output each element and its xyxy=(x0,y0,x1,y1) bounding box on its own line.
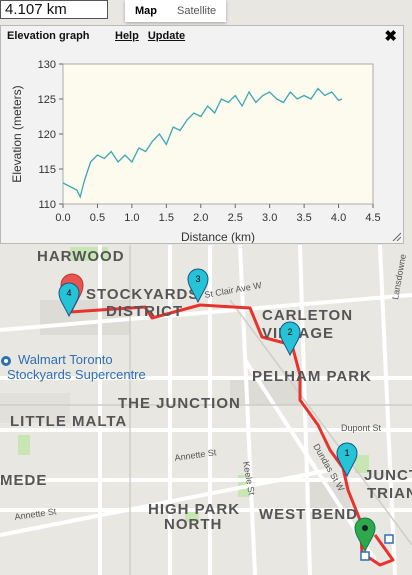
marker-4-label: 4 xyxy=(66,288,71,298)
panel-title: Elevation graph xyxy=(7,30,90,42)
marker-2-label: 2 xyxy=(287,327,292,337)
elevation-panel-header: Elevation graph Help Update ✖ xyxy=(1,26,403,46)
walmart-pin-icon[interactable] xyxy=(1,356,11,366)
map-label-walmart-1: Walmart Toronto xyxy=(18,352,113,367)
map-label-walmart-2: Stockyards Supercentre xyxy=(7,367,146,382)
y-tick-label-2: 120 xyxy=(38,129,56,141)
marker-1-label: 1 xyxy=(344,448,349,458)
marker-3-label: 3 xyxy=(195,274,200,284)
distance-readout: 4.107 km xyxy=(0,0,108,19)
map-type-map-button[interactable]: Map xyxy=(135,5,157,17)
elevation-line xyxy=(62,87,343,199)
x-axis-label: Distance (km) xyxy=(181,230,255,243)
update-link[interactable]: Update xyxy=(147,30,186,42)
marker-3-icon[interactable]: 3 xyxy=(187,268,209,304)
x-tick-label-7: 3.5 xyxy=(296,212,311,224)
y-axis-label: Elevation (meters) xyxy=(10,85,24,182)
elevation-panel: Elevation graph Help Update ✖ 110 115 120 1… xyxy=(0,25,404,244)
map-type-control: Map Satellite xyxy=(125,0,227,22)
x-tick-label-4: 2.0 xyxy=(193,212,208,224)
y-tick-label-3: 125 xyxy=(38,94,56,106)
map-label-dupont: Dupont St xyxy=(341,423,382,433)
resize-grip-icon[interactable] xyxy=(391,231,401,241)
map-type-satellite-button[interactable]: Satellite xyxy=(177,5,217,17)
map-label-district: DISTRICT xyxy=(106,303,183,320)
x-tick-label-2: 1.0 xyxy=(124,212,139,224)
map-label-stockyards: STOCKYARDS xyxy=(86,286,199,303)
x-tick-label-3: 1.5 xyxy=(159,212,174,224)
close-icon[interactable]: ✖ xyxy=(384,28,397,45)
elevation-chart: 110 115 120 125 130 0.0 0.5 1.0 1.5 2.0 2.5 3.0 3.5 4… xyxy=(10,59,381,243)
map-label-west-bend: WEST BEND xyxy=(259,506,358,523)
x-tick-label-9: 4.5 xyxy=(365,212,380,224)
waypoint-handle-1[interactable] xyxy=(384,534,394,544)
plot-area xyxy=(62,63,374,205)
marker-4-icon[interactable]: 4 xyxy=(58,282,80,318)
map-label-carleton: CARLETON xyxy=(262,307,353,324)
y-tick-label-4: 130 xyxy=(38,59,56,71)
map-label-little-malta: LITTLE MALTA xyxy=(10,413,127,430)
y-tick-label-1: 115 xyxy=(38,164,56,176)
map-label-high-park: HIGH PARK xyxy=(148,501,240,518)
map-label-harwood: HARWOOD xyxy=(37,248,125,265)
map-label-mede: MEDE xyxy=(0,472,47,489)
map-label-pelham: PELHAM PARK xyxy=(252,368,372,385)
map-label-trian: TRIAN xyxy=(367,485,412,502)
x-tick-label-5: 2.5 xyxy=(228,212,243,224)
x-tick-label-0: 0.0 xyxy=(55,212,70,224)
x-tick-label-6: 3.0 xyxy=(262,212,277,224)
y-tick-label-0: 110 xyxy=(38,199,56,211)
marker-start-icon[interactable] xyxy=(354,517,376,553)
x-tick-label-1: 0.5 xyxy=(90,212,105,224)
map-label-north: NORTH xyxy=(164,516,222,533)
help-link[interactable]: Help xyxy=(115,30,139,42)
x-tick-label-8: 4.0 xyxy=(331,212,346,224)
map-label-junct: JUNCT xyxy=(364,467,412,484)
marker-2-icon[interactable]: 2 xyxy=(279,321,301,357)
map-label-junction: THE JUNCTION xyxy=(118,395,241,412)
marker-1-icon[interactable]: 1 xyxy=(336,442,358,478)
waypoint-handle-2[interactable] xyxy=(360,551,370,561)
